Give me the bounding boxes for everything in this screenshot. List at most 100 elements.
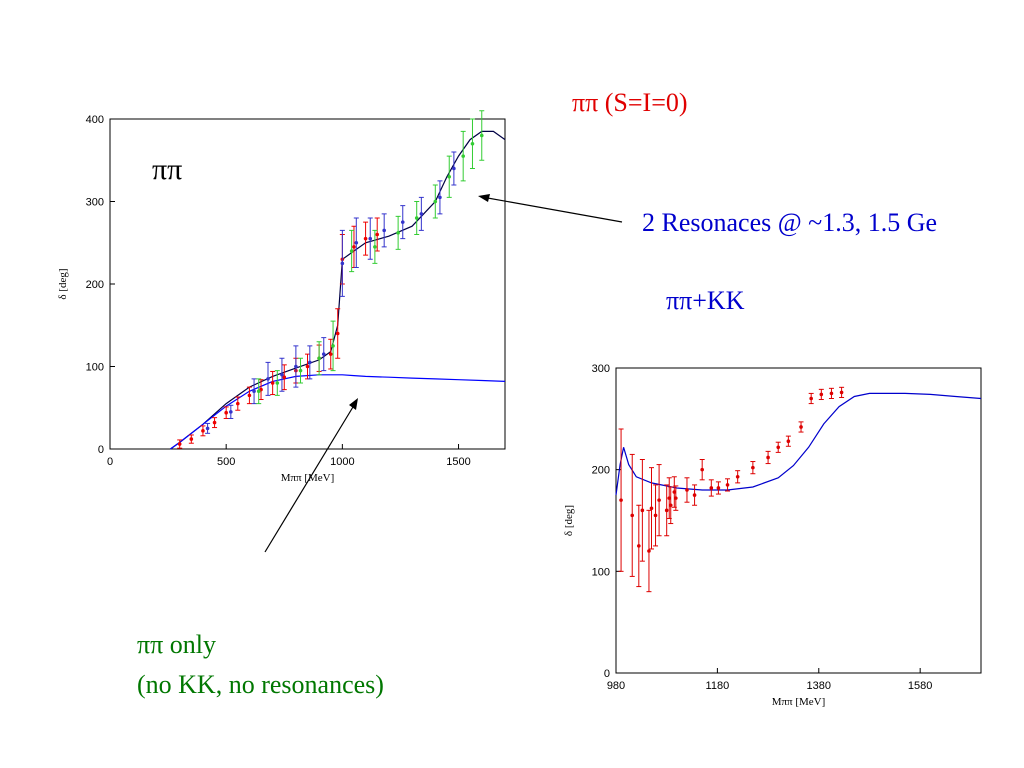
data-marker (438, 195, 442, 200)
series-line (615, 392, 982, 496)
data-point (437, 180, 443, 215)
data-point (785, 435, 791, 447)
data-point (381, 213, 387, 248)
x-tick-label: 0 (107, 456, 113, 468)
x-axis-label: Mππ [MeV] (772, 696, 826, 708)
data-point (279, 357, 285, 392)
data-marker (205, 426, 210, 431)
data-marker (270, 381, 275, 385)
data-marker (668, 503, 673, 508)
data-marker (685, 488, 689, 492)
series-line (170, 130, 506, 450)
data-marker (479, 133, 484, 138)
data-point (274, 370, 280, 396)
plot-frame (109, 118, 506, 450)
data-marker (619, 498, 623, 502)
data-point (818, 388, 824, 401)
data-point (653, 484, 659, 547)
data-point (418, 196, 424, 231)
data-point (235, 396, 241, 411)
data-marker (709, 486, 714, 490)
data-marker (305, 364, 310, 369)
x-tick-label: 1380 (807, 680, 831, 692)
data-point (692, 484, 698, 506)
data-marker (340, 261, 345, 266)
data-point (725, 478, 731, 492)
data-marker (368, 236, 373, 241)
data-point (339, 229, 345, 297)
data-point (765, 450, 771, 465)
data-point (363, 221, 369, 256)
data-marker (786, 439, 791, 444)
data-marker (647, 549, 651, 553)
data-point (335, 308, 341, 359)
data-point (353, 217, 359, 268)
data-marker (809, 396, 813, 401)
data-marker (674, 496, 678, 500)
data-marker (201, 429, 205, 433)
data-point (636, 504, 642, 588)
data-marker (247, 393, 252, 398)
data-marker (373, 245, 377, 249)
data-point (646, 509, 652, 593)
data-marker (630, 513, 635, 518)
slide-title: ππ (S=I=0) (572, 88, 688, 117)
data-point (258, 379, 264, 400)
data-point (228, 404, 234, 419)
data-marker (266, 377, 270, 381)
data-point (735, 470, 741, 484)
data-point (432, 184, 438, 219)
data-point (188, 434, 194, 444)
data-marker (328, 352, 333, 356)
data-marker (252, 389, 256, 394)
x-tick-label: 1000 (330, 456, 354, 468)
data-point (307, 345, 313, 380)
data-marker (280, 372, 284, 377)
data-marker (461, 154, 465, 158)
pipi-only-arrow (264, 398, 358, 553)
data-marker (298, 368, 303, 373)
data-point (246, 386, 252, 405)
y-tick-label: 0 (98, 444, 104, 456)
data-point (372, 229, 378, 264)
data-marker (229, 410, 233, 414)
data-point (298, 357, 304, 384)
data-marker (637, 544, 641, 548)
data-marker (352, 245, 356, 249)
data-marker (672, 490, 677, 494)
data-marker (766, 455, 770, 460)
data-point (775, 441, 781, 453)
pipi-only-label: ππ only (137, 630, 216, 659)
data-marker (375, 232, 380, 237)
data-marker (224, 410, 228, 415)
data-marker (776, 445, 781, 450)
data-point (664, 484, 670, 537)
data-point (367, 217, 373, 260)
data-marker (308, 360, 312, 365)
data-marker (275, 381, 280, 385)
data-point (212, 417, 218, 429)
y-tick-label: 300 (592, 363, 610, 375)
data-point (656, 464, 662, 537)
data-point (223, 406, 229, 419)
data-marker (447, 174, 452, 179)
data-marker (335, 331, 340, 336)
pipi-only-subtitle: (no KK, no resonances) (137, 670, 384, 699)
data-point (400, 205, 406, 240)
data-marker (256, 389, 261, 394)
data-marker (735, 474, 740, 479)
data-marker (452, 166, 456, 171)
y-tick-label: 0 (604, 668, 610, 680)
chart1-inset-label: ππ (152, 153, 183, 186)
data-point (639, 459, 645, 562)
data-point (321, 337, 327, 372)
data-point (349, 229, 355, 273)
data-point (251, 378, 257, 405)
data-point (451, 151, 457, 186)
data-point (708, 479, 714, 497)
data-marker (282, 375, 287, 380)
data-marker (317, 356, 321, 361)
data-point (200, 425, 206, 437)
data-marker (419, 212, 424, 216)
data-marker (189, 437, 194, 441)
